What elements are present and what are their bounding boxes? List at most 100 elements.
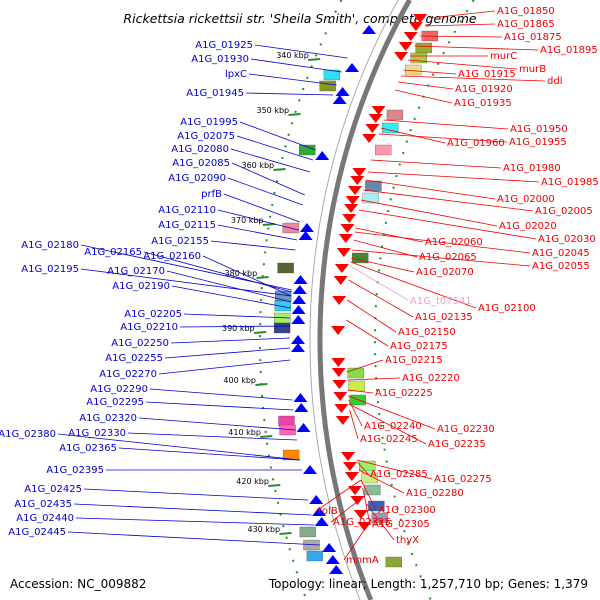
reverse-leader-line <box>394 89 453 104</box>
forward-gene-label: A1G_02395 <box>46 465 104 476</box>
reverse-gene-arrow <box>398 42 413 51</box>
reverse-leader-line <box>351 257 415 273</box>
scale-tick <box>268 484 281 487</box>
forward-gene-block <box>306 550 323 562</box>
reverse-leader-line <box>348 399 363 427</box>
forward-gene-arrow <box>298 231 313 240</box>
reverse-leader-line <box>346 319 389 347</box>
reverse-leader-line <box>358 209 537 240</box>
forward-gene-label: A1G_01925 <box>195 40 253 51</box>
reverse-gene-arrow <box>341 452 356 461</box>
reverse-gene-arrow <box>348 186 362 195</box>
reverse-leader-line <box>348 279 414 318</box>
reverse-gene-label: A1G_02275 <box>434 474 492 485</box>
reverse-leader-line <box>378 133 508 143</box>
forward-leader-line <box>254 44 348 59</box>
reverse-gene-arrow <box>362 134 377 143</box>
backbone-inner-line <box>309 0 399 600</box>
forward-leader-line <box>248 73 337 86</box>
reverse-gene-label: A1G_01950 <box>510 124 568 135</box>
reverse-gene-arrow <box>413 14 428 23</box>
reverse-gene-label: A1G_02300 <box>378 505 436 516</box>
reverse-gene-label: A1G_01955 <box>509 137 567 148</box>
forward-gene-label: A1G_02270 <box>99 369 157 380</box>
forward-gene-arrow <box>294 403 309 412</box>
reverse-gene-arrow <box>348 486 362 495</box>
scale-label: 360 kbp <box>242 161 275 170</box>
reverse-gene-block <box>362 192 379 204</box>
reverse-gene-arrow <box>340 224 355 233</box>
forward-gene-arrow <box>293 393 308 402</box>
forward-leader-line <box>118 447 301 461</box>
reverse-leader-line <box>403 69 457 75</box>
forward-leader-line <box>83 488 309 501</box>
forward-gene-label: A1G_02210 <box>120 322 178 333</box>
forward-gene-arrow <box>291 343 305 352</box>
forward-gene-label: A1G_02165 <box>84 247 142 258</box>
reverse-gene-label: A1G_02230 <box>437 424 495 435</box>
forward-gene-block <box>278 415 295 427</box>
reverse-gene-arrow <box>403 32 418 41</box>
reverse-leader-line <box>358 469 405 494</box>
reverse-gene-block <box>415 42 432 54</box>
reverse-gene-label: A1G_01895 <box>540 45 598 56</box>
reverse-gene-label: A1G_02150 <box>398 327 456 338</box>
reverse-leader-line <box>429 10 496 19</box>
reverse-leader-line <box>419 35 503 38</box>
forward-leader-line <box>202 255 292 297</box>
reverse-leader-line <box>346 299 397 333</box>
forward-leader-line <box>217 209 299 231</box>
reverse-gene-arrow <box>331 368 346 377</box>
reverse-leader-line <box>350 261 477 309</box>
forward-leader-line <box>227 177 303 206</box>
map-title: Rickettsia rickettsii str. 'Sheila Smith… <box>123 11 477 26</box>
forward-gene-arrow <box>309 495 324 504</box>
forward-gene-arrow <box>322 543 337 552</box>
reverse-gene-block <box>410 52 427 64</box>
reverse-gene-label: A1G_02280 <box>406 488 464 499</box>
forward-gene-arrow <box>291 335 305 344</box>
reverse-leader-line <box>347 377 401 381</box>
reverse-gene-label: A1G_01850 <box>497 6 555 17</box>
rna-leader-line <box>349 265 409 301</box>
forward-gene-label: A1G_02320 <box>79 413 137 424</box>
reverse-gene-label: A1G_02005 <box>535 206 593 217</box>
scale-tick <box>253 331 267 334</box>
reverse-leader-line <box>352 249 531 267</box>
forward-gene-block <box>273 322 291 334</box>
reverse-gene-arrow <box>365 124 380 133</box>
reverse-leader-line <box>349 409 359 440</box>
forward-leader-line <box>149 388 293 401</box>
forward-leader-line <box>210 240 296 251</box>
reverse-gene-block <box>371 512 388 524</box>
reverse-gene-label: A1G_01920 <box>455 84 513 95</box>
reverse-gene-label: murC <box>490 51 517 62</box>
reverse-gene-label: A1G_02285 <box>370 469 428 480</box>
forward-gene-arrow <box>291 305 306 314</box>
reverse-gene-label: A1G_01985 <box>541 177 599 188</box>
reverse-gene-arrow <box>352 168 367 177</box>
reverse-leader-line <box>330 495 365 523</box>
forward-leader-line <box>179 325 291 328</box>
forward-leader-line <box>73 503 312 516</box>
forward-leader-line <box>245 92 334 96</box>
outer-forward-ring <box>259 0 343 600</box>
reverse-gene-block <box>361 472 378 484</box>
forward-gene-label: A1G_02080 <box>171 144 229 155</box>
reverse-gene-arrow <box>331 358 346 367</box>
forward-leader-line <box>80 268 292 297</box>
reverse-leader-line <box>348 403 427 445</box>
reverse-gene-block <box>359 460 376 472</box>
forward-leader-line <box>217 224 298 241</box>
forward-gene-label: lpxC <box>225 69 247 80</box>
reverse-gene-label: thyX <box>396 535 419 546</box>
forward-gene-label: A1G_02090 <box>168 173 226 184</box>
reverse-leader-line <box>370 159 502 169</box>
reverse-gene-label: A1G_01980 <box>503 163 561 174</box>
forward-leader-line <box>239 121 316 151</box>
reverse-gene-block <box>347 367 364 379</box>
forward-gene-label: A1G_02250 <box>111 338 169 349</box>
reverse-gene-arrow <box>408 22 423 31</box>
reverse-gene-label: A1G_02225 <box>375 388 433 399</box>
